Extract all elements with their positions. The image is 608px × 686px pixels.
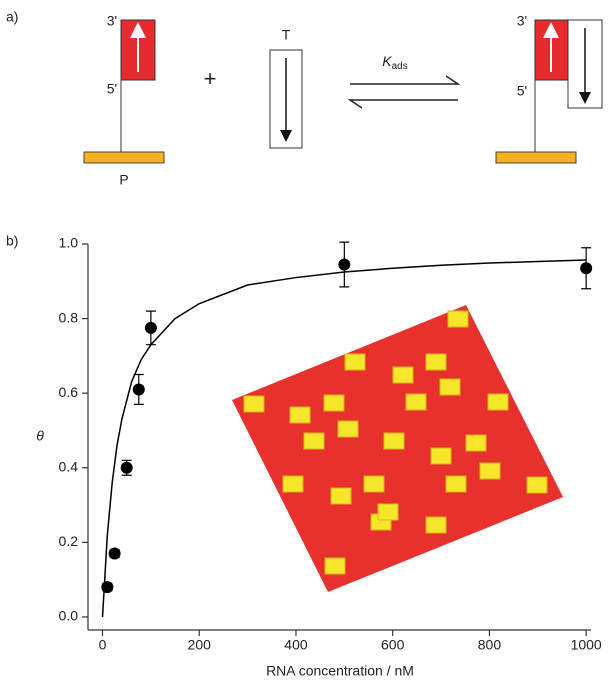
end-label: 5' (107, 81, 117, 97)
data-point (121, 462, 133, 474)
x-tick-label: 0 (99, 637, 107, 653)
y-tick-label: 0.4 (59, 458, 79, 474)
y-tick-label: 0.8 (59, 309, 79, 325)
y-tick-label: 0.2 (59, 533, 79, 549)
forward-arrow (350, 76, 458, 84)
y-tick-label: 0.0 (59, 608, 79, 624)
figure: a) 3' 5' P + T Kads 3' 5' (0, 0, 608, 686)
data-point (580, 262, 592, 274)
end-label: 3' (517, 13, 527, 29)
x-tick-label: 400 (284, 637, 308, 653)
x-tick-label: 1000 (571, 637, 602, 653)
data-point (109, 548, 121, 560)
data-point (145, 322, 157, 334)
y-axis-label: θ (36, 428, 44, 444)
x-tick-label: 200 (188, 637, 212, 653)
plus: + (204, 66, 217, 91)
scheme: a) 3' 5' P + T Kads 3' 5' (6, 9, 602, 188)
constant-label: Kads (382, 53, 407, 72)
y-tick-label: 1.0 (59, 235, 79, 251)
constant-subscript: ads (392, 61, 408, 72)
panel-label: b) (6, 233, 18, 249)
inset-image (232, 305, 563, 592)
x-axis-label: RNA concentration / nM (266, 663, 414, 679)
y-tick-label: 0.6 (59, 384, 79, 400)
end-label: 5' (517, 83, 527, 99)
surface (496, 152, 576, 163)
reverse-arrow (350, 100, 458, 108)
end-label: 3' (107, 13, 117, 29)
target-label: T (282, 27, 291, 43)
data-point (338, 259, 350, 271)
data-point (101, 581, 113, 593)
panel-label: a) (6, 9, 18, 25)
surface (84, 152, 164, 163)
probe-label: P (119, 172, 128, 188)
x-tick-label: 800 (478, 637, 502, 653)
x-tick-label: 600 (381, 637, 405, 653)
data-point (133, 383, 145, 395)
